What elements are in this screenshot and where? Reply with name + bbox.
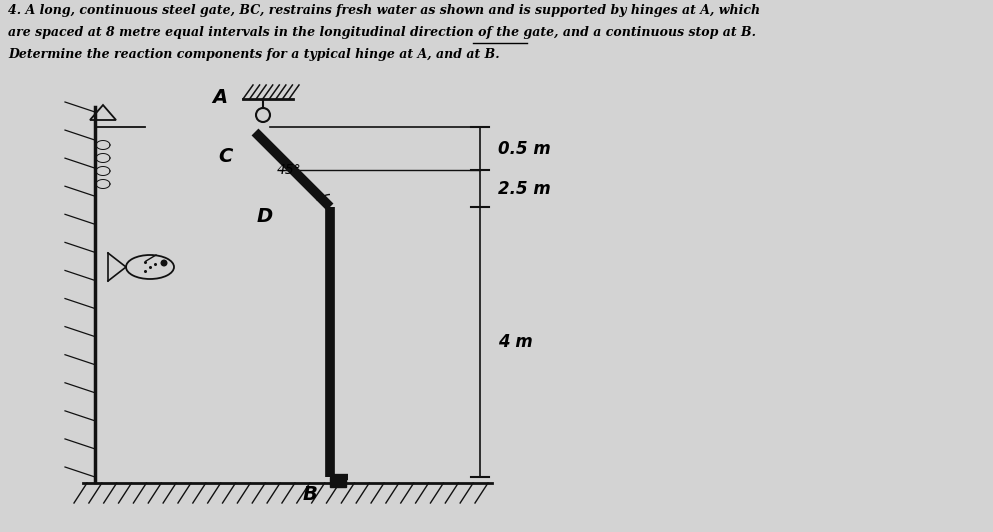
Text: 4 m: 4 m xyxy=(498,333,533,351)
Text: 45°: 45° xyxy=(277,163,302,177)
Text: B: B xyxy=(303,486,318,504)
Text: 4. A long, continuous steel gate, BC, restrains fresh water as shown and is supp: 4. A long, continuous steel gate, BC, re… xyxy=(8,4,760,17)
Text: A: A xyxy=(213,87,227,106)
Text: are spaced at 8 metre equal intervals in the longitudinal direction of the gate,: are spaced at 8 metre equal intervals in… xyxy=(8,26,756,39)
Text: 0.5 m: 0.5 m xyxy=(498,139,551,157)
Text: Determine the reaction components for a typical hinge at A, and at B.: Determine the reaction components for a … xyxy=(8,48,499,61)
Circle shape xyxy=(161,260,167,266)
Text: C: C xyxy=(217,147,232,167)
Text: D: D xyxy=(257,207,273,227)
Bar xyxy=(330,477,346,487)
Text: 2.5 m: 2.5 m xyxy=(498,179,551,197)
